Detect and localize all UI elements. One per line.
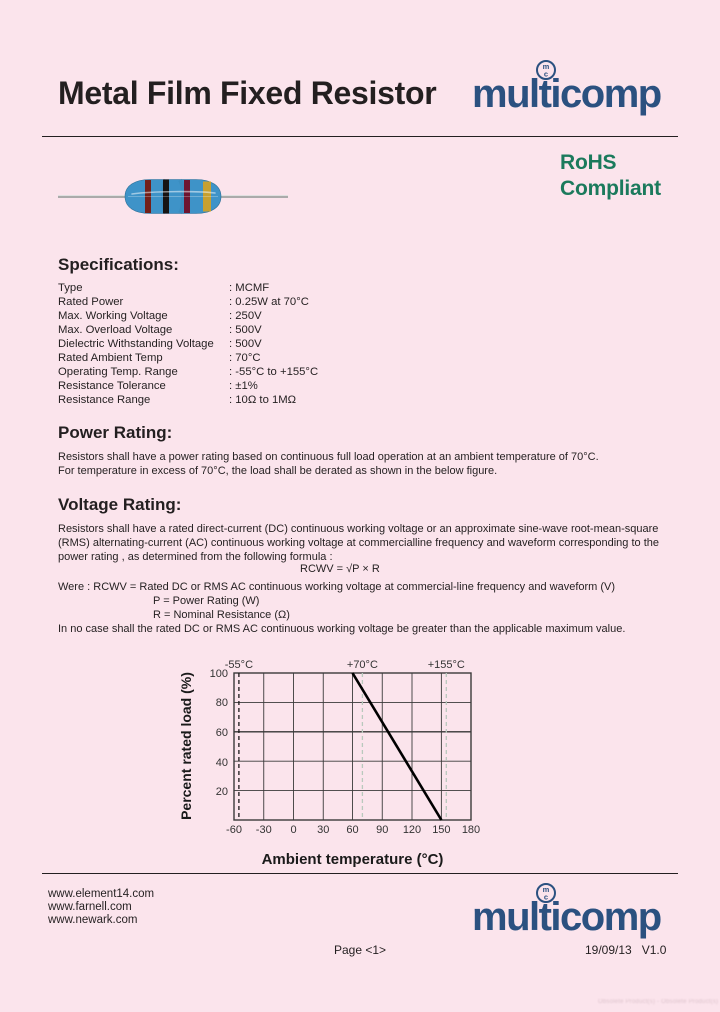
svg-text:multicomp: multicomp <box>472 895 661 939</box>
svg-text:120: 120 <box>403 824 421 836</box>
svg-text:+70°C: +70°C <box>347 659 378 671</box>
svg-text:180: 180 <box>462 824 480 836</box>
svg-text:-60: -60 <box>226 824 242 836</box>
svg-text:20: 20 <box>216 786 228 798</box>
svg-text:30: 30 <box>317 824 329 836</box>
svg-text:-30: -30 <box>256 824 272 836</box>
svg-text:90: 90 <box>376 824 388 836</box>
svg-text:80: 80 <box>216 697 228 709</box>
svg-text:-55°C: -55°C <box>225 659 253 671</box>
svg-text:+155°C: +155°C <box>428 659 465 671</box>
svg-text:40: 40 <box>216 757 228 769</box>
svg-text:60: 60 <box>346 824 358 836</box>
svg-text:150: 150 <box>432 824 450 836</box>
svg-text:0: 0 <box>290 824 296 836</box>
svg-text:60: 60 <box>216 727 228 739</box>
svg-text:Percent rated load (%): Percent rated load (%) <box>178 672 194 820</box>
svg-text:c: c <box>544 893 548 902</box>
svg-text:Ambient temperature (°C): Ambient temperature (°C) <box>262 851 444 868</box>
svg-text:100: 100 <box>210 668 228 680</box>
